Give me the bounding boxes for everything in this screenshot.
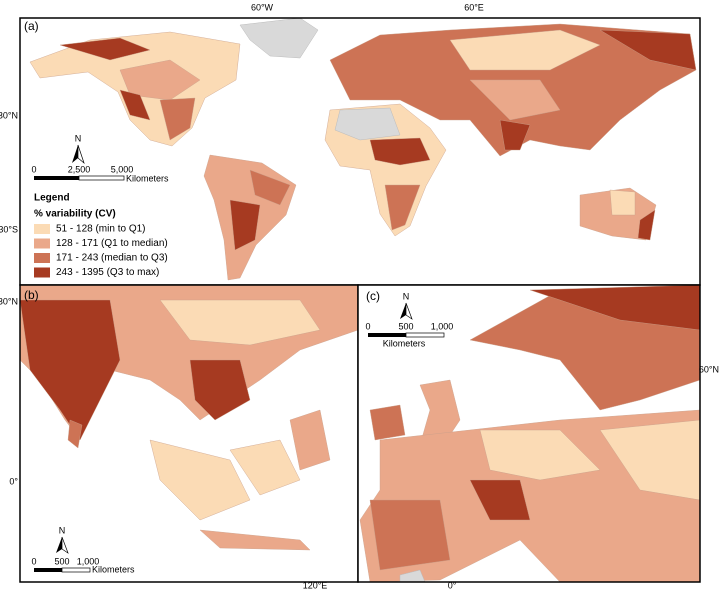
scale-label: 1,000 <box>77 556 100 566</box>
scale-unit: Kilometers <box>383 338 426 348</box>
north-label: N <box>403 291 410 301</box>
scale-label: 0 <box>31 164 36 174</box>
scale-label: 500 <box>398 321 413 331</box>
graticule-label: 60°W <box>251 2 274 12</box>
graticule-label: 60°E <box>464 2 484 12</box>
panel-label: (c) <box>366 289 380 303</box>
legend-subtitle: % variability (CV) <box>34 209 116 220</box>
north-label: N <box>59 525 66 535</box>
world-map <box>20 18 700 285</box>
europe-map <box>358 285 700 582</box>
scale-label: 2,500 <box>68 164 91 174</box>
graticule-label: 30°S <box>0 224 18 234</box>
legend-swatch <box>34 253 50 263</box>
graticule-label: 0° <box>448 580 457 590</box>
scale-unit: Kilometers <box>92 564 135 574</box>
north-arrow: N <box>56 525 69 554</box>
scale-label: 0 <box>365 321 370 331</box>
legend-title: Legend <box>34 193 70 204</box>
scale-unit: Kilometers <box>126 173 169 183</box>
north-arrow: N <box>72 133 85 165</box>
scale-bar: 0 500 1,000 Kilometers <box>31 556 135 574</box>
legend-label: 51 - 128 (min to Q1) <box>56 224 145 235</box>
graticule-label: 30°N <box>0 110 18 120</box>
scale-label: 1,000 <box>431 321 454 331</box>
legend-label: 243 - 1395 (Q3 to max) <box>56 267 159 278</box>
scale-bar: 0 2,500 5,000 Kilometers <box>31 164 169 183</box>
graticule-label: 0° <box>9 476 18 486</box>
panel-frame <box>357 284 701 583</box>
north-arrow: N <box>400 291 413 320</box>
legend: Legend % variability (CV) 51 - 128 (min … <box>34 193 168 278</box>
panel-label: (a) <box>24 19 39 33</box>
scale-label: 0 <box>31 556 36 566</box>
legend-swatch <box>34 267 50 278</box>
scale-label: 500 <box>54 556 69 566</box>
graticule-label: 120°E <box>303 580 328 590</box>
graticule-label: 60°N <box>699 364 719 374</box>
panel-label: (b) <box>24 288 39 302</box>
scale-label: 5,000 <box>111 164 134 174</box>
asia-map <box>20 285 358 582</box>
legend-swatch <box>34 238 50 249</box>
legend-swatch <box>34 224 50 234</box>
graticule-label: 30°N <box>0 296 18 306</box>
north-label: N <box>75 133 82 143</box>
legend-label: 128 - 171 (Q1 to median) <box>56 238 168 249</box>
legend-label: 171 - 243 (median to Q3) <box>56 253 168 264</box>
scale-bar: 0 500 1,000 Kilometers <box>365 321 453 348</box>
